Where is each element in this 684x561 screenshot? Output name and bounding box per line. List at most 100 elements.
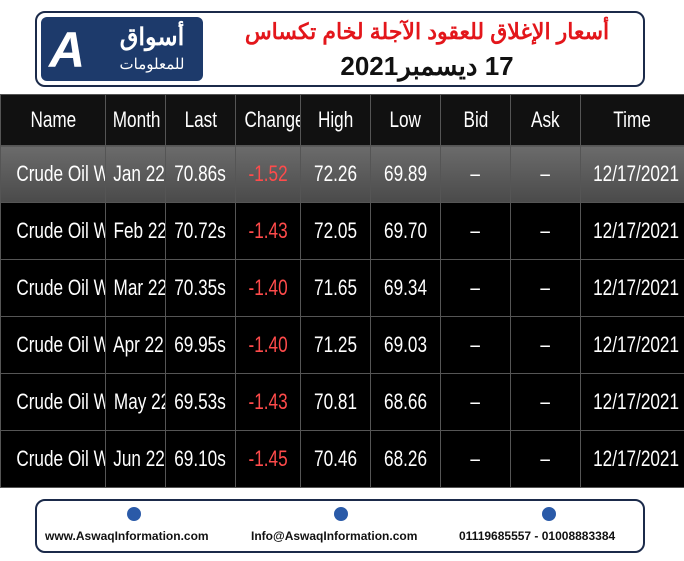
cell-text: Crude Oil WTI <box>16 446 104 471</box>
cell-text: 12/17/2021 <box>593 332 679 357</box>
column-header-text: Last <box>184 107 217 132</box>
table-row: Crude Oil WTI May 22 69.53s -1.43 70.81 68.66… <box>0 373 684 431</box>
cell: Crude Oil WTI <box>0 202 106 260</box>
cell-text: 68.66 <box>384 389 427 414</box>
cell-text: -1.40 <box>248 332 288 357</box>
cell-text: -1.40 <box>248 275 288 300</box>
column-header-text: Bid <box>463 107 488 132</box>
cell: 70.81 <box>300 373 371 431</box>
cell-text: – <box>470 218 481 243</box>
cell: 12/17/2021 <box>580 259 684 317</box>
cell: Crude Oil WTI <box>0 259 106 317</box>
cell-text: Apr 22 <box>113 332 164 357</box>
cell-text: 70.35s <box>174 275 227 300</box>
cell: 71.65 <box>300 259 371 317</box>
column-header-text: Time <box>613 107 652 132</box>
mail-icon <box>334 507 348 521</box>
cell: – <box>440 316 511 374</box>
logo-letter: A <box>49 22 86 78</box>
cell: 68.66 <box>370 373 441 431</box>
cell-text: – <box>470 161 481 186</box>
column-header: Last <box>165 94 236 146</box>
cell: 70.46 <box>300 430 371 488</box>
cell-text: 69.53s <box>174 389 227 414</box>
cell-text: – <box>540 161 551 186</box>
table-row: Crude Oil WTI Jan 22 70.86s -1.52 72.26 69.89… <box>0 145 684 203</box>
cell: – <box>440 202 511 260</box>
cell: 68.26 <box>370 430 441 488</box>
cell: 70.86s <box>165 145 236 203</box>
cell-text: 70.81 <box>314 389 357 414</box>
cell: 70.35s <box>165 259 236 317</box>
cell: 69.89 <box>370 145 441 203</box>
cell: 72.05 <box>300 202 371 260</box>
cell-text: 12/17/2021 <box>593 218 679 243</box>
cell-text: 69.34 <box>384 275 427 300</box>
cell-text: Crude Oil WTI <box>16 218 104 243</box>
cell-text: – <box>540 389 551 414</box>
cell-text: Crude Oil WTI <box>16 275 104 300</box>
cell: -1.43 <box>235 373 301 431</box>
cell-text: 70.46 <box>314 446 357 471</box>
date: 17 ديسمبر2021 <box>340 51 514 81</box>
cell: 72.26 <box>300 145 371 203</box>
cell-text: 71.65 <box>314 275 357 300</box>
cell-text: Crude Oil WTI <box>16 389 104 414</box>
cell-text: -1.43 <box>248 218 288 243</box>
cell: – <box>510 202 581 260</box>
cell: 69.53s <box>165 373 236 431</box>
column-header-text: Low <box>389 107 422 132</box>
cell-text: 70.72s <box>174 218 227 243</box>
cell: 69.70 <box>370 202 441 260</box>
column-header-text: Name <box>30 107 76 132</box>
cell: – <box>510 373 581 431</box>
column-header: Month <box>105 94 166 146</box>
cell-text: Feb 22 <box>113 218 166 243</box>
cell-text: Mar 22 <box>113 275 166 300</box>
title: أسعار الإغلاق للعقود الآجلة لخام تكساس <box>244 19 610 44</box>
cell: Jun 22 <box>105 430 166 488</box>
cell: Crude Oil WTI <box>0 373 106 431</box>
cell: 70.72s <box>165 202 236 260</box>
cell: 12/17/2021 <box>580 430 684 488</box>
cell: May 22 <box>105 373 166 431</box>
cell: 12/17/2021 <box>580 145 684 203</box>
cell: – <box>510 430 581 488</box>
cell: 12/17/2021 <box>580 373 684 431</box>
column-header: Change <box>235 94 301 146</box>
cell: Jan 22 <box>105 145 166 203</box>
cell-text: 69.89 <box>384 161 427 186</box>
table-row: Crude Oil WTI Mar 22 70.35s -1.40 71.65 69.34… <box>0 259 684 317</box>
column-header: Low <box>370 94 441 146</box>
cell: Crude Oil WTI <box>0 316 106 374</box>
table-row: Crude Oil WTI Apr 22 69.95s -1.40 71.25 69.03… <box>0 316 684 374</box>
cell-text: 12/17/2021 <box>593 446 679 471</box>
cell-text: -1.45 <box>248 446 288 471</box>
phones: 01119685557 - 01008883384 <box>459 529 616 543</box>
website[interactable]: www.AswaqInformation.com <box>45 529 209 543</box>
cell: Crude Oil WTI <box>0 430 106 488</box>
cell-text: – <box>470 275 481 300</box>
cell-text: 69.10s <box>174 446 227 471</box>
cell: -1.52 <box>235 145 301 203</box>
cell-text: – <box>470 389 481 414</box>
quotes-table: Name Month Last Change High Low Bid Ask Time Cru… <box>0 94 684 488</box>
cell-text: – <box>540 275 551 300</box>
cell-text: Jan 22 <box>113 161 165 186</box>
cell: – <box>510 259 581 317</box>
cell: – <box>440 430 511 488</box>
footer: www.AswaqInformation.com Info@AswaqInfor… <box>35 499 645 553</box>
cell-text: – <box>470 446 481 471</box>
cell: 12/17/2021 <box>580 202 684 260</box>
email[interactable]: Info@AswaqInformation.com <box>251 529 418 543</box>
cell-text: 12/17/2021 <box>593 389 679 414</box>
column-header-text: Month <box>112 107 161 132</box>
column-header: Ask <box>510 94 581 146</box>
cell: -1.45 <box>235 430 301 488</box>
globe-icon <box>127 507 141 521</box>
cell: 12/17/2021 <box>580 316 684 374</box>
cell: 69.03 <box>370 316 441 374</box>
cell: Feb 22 <box>105 202 166 260</box>
cell: – <box>510 316 581 374</box>
